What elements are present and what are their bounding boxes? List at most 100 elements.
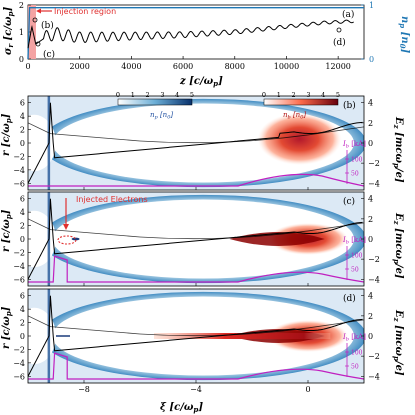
r-tick-label: −6 xyxy=(13,179,25,188)
r-axis-label: r [c/ωp] xyxy=(1,306,13,349)
heatmap-panels: Ib [kA] 100 50 6 4 2 0 −2 −4 −6 4 2 0 −2 −4 −8 −4 0 (b) r [… xyxy=(1,95,404,394)
injected-electrons-annotation: Injected Electrons xyxy=(57,195,148,245)
panel-c-tag: (c) xyxy=(343,196,355,207)
beam-current-line xyxy=(28,255,364,283)
beam-current-line xyxy=(28,352,364,380)
r-tick-label: 6 xyxy=(20,292,25,301)
beam-current-line xyxy=(28,173,364,187)
marker-b-dot xyxy=(32,17,38,23)
ez-field-line xyxy=(28,295,363,377)
ez-lineout xyxy=(28,122,364,144)
ez-axis-label: Ez [mcωp/e] xyxy=(392,309,404,376)
xi-tick-label: 0 xyxy=(305,385,310,394)
sigma-tick-label: 1 xyxy=(19,28,24,37)
colorbar-tick-label: 3 xyxy=(306,91,310,99)
current-axis: Ib [kA] 100 50 xyxy=(342,236,366,280)
ez-tick-label: −4 xyxy=(368,275,380,284)
np-tick-label: 0 xyxy=(369,55,374,64)
current-axis: Ib [kA] 100 50 xyxy=(342,333,366,377)
np-colorbar-label: np [n0] xyxy=(150,111,173,121)
sigma-tick-label: 0 xyxy=(19,55,24,64)
sigma-r-series-line xyxy=(27,19,354,49)
r-tick-label: 0 xyxy=(20,139,25,148)
panel-a-tag: (a) xyxy=(342,9,354,20)
marker-c-dot xyxy=(35,41,41,47)
nb-colorbar-label: nb [n0] xyxy=(283,111,306,121)
panel-d-tag: (d) xyxy=(343,293,356,304)
colorbar-tick-label: 4 xyxy=(321,91,325,99)
ez-lineout xyxy=(28,315,364,337)
current-tick-label: 50 xyxy=(351,171,359,178)
r-tick-label: −4 xyxy=(13,166,25,175)
injected-electrons-label: Injected Electrons xyxy=(76,195,148,204)
nb-colorbar: 0 1 2 3 4 5 nb [n0] xyxy=(262,91,340,121)
current-label: Ib [kA] xyxy=(342,333,366,343)
ez-field-line xyxy=(28,198,363,280)
colorbar-tick-label: 5 xyxy=(336,91,340,99)
z-tick-label: 8000 xyxy=(225,62,245,71)
ez-axis-label: Ez [mcωp/e] xyxy=(392,212,404,279)
ez-tick-label: 4 xyxy=(368,99,373,108)
ez-tick-label: 0 xyxy=(368,332,373,341)
colorbar-tick-label: 2 xyxy=(292,91,296,99)
r-tick-label: 2 xyxy=(20,126,25,135)
current-label: Ib [kA] xyxy=(342,140,366,150)
ez-tick-label: 2 xyxy=(368,312,373,321)
z-tick-label: 0 xyxy=(25,62,30,71)
sigma-axis-label: σr [c/ωp] xyxy=(3,7,15,55)
ez-tick-label: 2 xyxy=(368,215,373,224)
r-tick-label: 4 xyxy=(20,208,25,217)
r-tick-label: −6 xyxy=(13,275,25,284)
r-tick-label: 0 xyxy=(20,235,25,244)
r-tick-label: −2 xyxy=(13,152,25,161)
colorbar-tick-label: 0 xyxy=(262,91,266,99)
colorbar-tick-label: 1 xyxy=(277,91,281,99)
r-tick-label: 4 xyxy=(20,112,25,121)
z-tick-label: 6000 xyxy=(173,62,193,71)
ez-tick-label: 0 xyxy=(368,235,373,244)
marker-d-dot xyxy=(336,27,342,33)
ez-tick-label: −2 xyxy=(368,159,380,168)
ez-tick-label: 4 xyxy=(368,292,373,301)
np-tick-label: 1 xyxy=(369,1,374,10)
panel-a: 0 2000 4000 6000 8000 10000 12000 0 1 2 0 1 Injecti… xyxy=(3,1,410,88)
injected-bunch xyxy=(71,237,80,241)
np-colorbar: 0 1 2 3 4 5 np [n0] xyxy=(116,91,194,121)
colorbar-tick-label: 2 xyxy=(146,91,150,99)
current-tick-label: 100 xyxy=(351,157,363,164)
injection-label: Injection region xyxy=(54,7,116,16)
colorbar-tick-label: 5 xyxy=(190,91,194,99)
ez-field-line xyxy=(28,102,363,184)
injection-region-band xyxy=(28,5,36,59)
current-label: Ib [kA] xyxy=(342,236,366,246)
z-axis-label: z [c/ωp] xyxy=(179,76,223,88)
drive-beam xyxy=(257,113,342,165)
current-tick-label: 100 xyxy=(351,350,363,357)
injected-electrons-circle xyxy=(57,235,77,245)
current-tick-label: 100 xyxy=(351,253,363,260)
r-tick-label: −4 xyxy=(13,359,25,368)
r-tick-label: −6 xyxy=(13,372,25,381)
r-axis-label: r [c/ωp] xyxy=(1,113,13,156)
panel-b-tag: (b) xyxy=(343,100,356,111)
panel-d: Ib [kA] 100 50 6 4 2 0 −2 −4 −6 4 2 0 −2 −4 −8 −4 0 (d) r [… xyxy=(1,288,404,394)
colorbar-tick-label: 4 xyxy=(175,91,179,99)
r-tick-label: 2 xyxy=(20,319,25,328)
r-tick-label: −4 xyxy=(13,262,25,271)
r-tick-label: 0 xyxy=(20,332,25,341)
z-tick-label: 4000 xyxy=(121,62,141,71)
ez-tick-label: 0 xyxy=(368,139,373,148)
marker-d-label: (d) xyxy=(333,37,346,48)
r-tick-label: 4 xyxy=(20,305,25,314)
current-axis: Ib [kA] 100 50 xyxy=(342,140,366,184)
ez-lineout xyxy=(28,218,364,240)
np-axis-label: np [n0] xyxy=(398,16,410,54)
injection-annotation: Injection region xyxy=(36,7,116,16)
colorbar-tick-label: 0 xyxy=(116,91,120,99)
np-series-line xyxy=(27,7,364,60)
ez-tick-label: −2 xyxy=(368,352,380,361)
xi-axis-label: ξ [c/ωp] xyxy=(160,402,203,414)
